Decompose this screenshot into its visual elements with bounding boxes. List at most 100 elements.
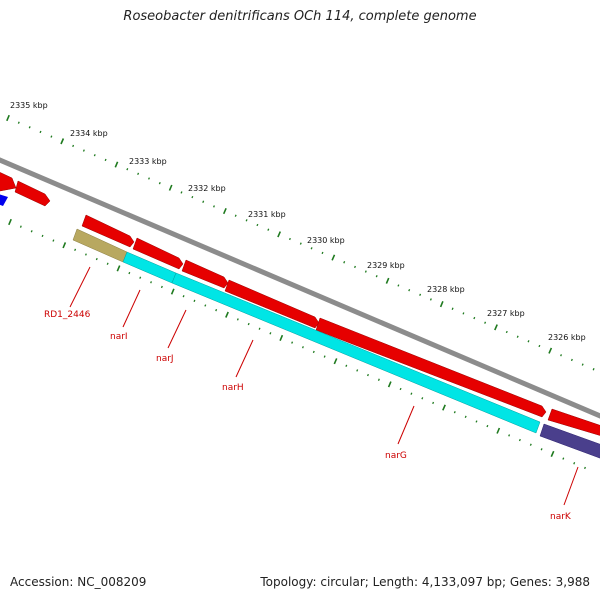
minor-tick (432, 401, 435, 405)
minor-tick (367, 373, 369, 377)
minor-tick (28, 126, 31, 129)
minor-tick (150, 281, 153, 284)
major-tick (550, 450, 555, 458)
gene-label-nari: narI (110, 332, 128, 342)
minor-tick (419, 293, 422, 296)
minor-tick (39, 130, 42, 134)
minor-tick (52, 239, 55, 242)
minor-tick (562, 457, 565, 460)
major-tick (331, 254, 336, 261)
minor-tick (560, 354, 563, 357)
major-tick (170, 288, 175, 295)
kbp-label: 2331 kbp (248, 210, 286, 219)
minor-tick (410, 392, 413, 395)
label-leader (167, 309, 187, 349)
minor-tick (267, 228, 270, 231)
map-title: Roseobacter denitrificans OCh 114, compl… (123, 9, 477, 24)
minor-tick (321, 251, 324, 255)
forward-cds (547, 408, 600, 436)
major-tick (6, 114, 10, 122)
minor-tick (527, 340, 530, 343)
major-tick (225, 311, 229, 318)
minor-tick (269, 332, 272, 335)
reverse-cds (171, 272, 541, 434)
major-tick (279, 334, 284, 342)
minor-tick (213, 205, 215, 208)
label-leader (397, 405, 415, 445)
minor-tick (84, 253, 87, 256)
minor-tick (180, 191, 183, 194)
kbp-label: 2334 kbp (70, 129, 108, 138)
forward-cds (132, 237, 184, 270)
minor-tick (291, 341, 294, 344)
minor-tick (345, 364, 348, 367)
minor-tick (74, 248, 77, 252)
minor-tick (377, 378, 380, 381)
kbp-label-group: 2335 kbp 2334 kbp 2333 kbp 2332 kbp 2331… (10, 101, 586, 342)
forward-cds (14, 180, 51, 207)
minor-tick (128, 271, 131, 275)
minor-tick (204, 304, 207, 307)
minor-tick (518, 438, 521, 442)
minor-tick (299, 242, 302, 245)
minor-tick (356, 369, 359, 372)
minor-tick (41, 234, 44, 238)
minor-tick (408, 288, 411, 292)
minor-tick (397, 284, 400, 287)
major-tick (494, 324, 498, 331)
minor-tick (93, 154, 96, 157)
major-tick (442, 404, 446, 411)
minor-tick (288, 237, 291, 241)
label-leader (122, 289, 141, 328)
gene-label-narg: narG (385, 451, 407, 461)
major-tick (8, 218, 12, 226)
minor-tick (245, 219, 248, 222)
minor-tick (95, 257, 98, 261)
outer-scale-ruler (6, 114, 595, 371)
major-tick (333, 358, 338, 365)
genome-summary-text: Topology: circular; Length: 4,133,097 bp… (260, 575, 590, 589)
major-tick (496, 427, 501, 434)
minor-tick (364, 270, 367, 273)
minor-tick (475, 420, 478, 423)
minor-tick (50, 135, 53, 138)
major-tick (116, 265, 121, 272)
gene-label-lines (69, 266, 579, 506)
kbp-label: 2328 kbp (427, 285, 465, 294)
minor-tick (312, 350, 315, 354)
blue-feature (0, 194, 8, 206)
minor-tick (354, 265, 356, 269)
minor-tick (247, 322, 250, 326)
minor-tick (486, 424, 489, 428)
minor-tick (202, 200, 205, 203)
minor-tick (148, 177, 150, 180)
minor-tick (139, 276, 142, 279)
kbp-label: 2329 kbp (367, 261, 405, 270)
major-tick (439, 300, 444, 308)
major-tick (385, 277, 390, 284)
major-tick (548, 347, 553, 354)
minor-tick (573, 462, 576, 465)
forward-cds (0, 172, 17, 192)
minor-tick (323, 355, 326, 358)
minor-tick (592, 368, 595, 371)
minor-tick (158, 181, 161, 185)
gene-label-narh: narH (222, 383, 244, 393)
kbp-label: 2327 kbp (487, 309, 525, 318)
minor-tick (215, 308, 218, 312)
minor-tick (82, 149, 85, 152)
minor-tick (529, 443, 532, 446)
minor-tick (17, 121, 20, 124)
minor-tick (375, 275, 378, 278)
minor-tick (104, 158, 107, 162)
minor-tick (30, 230, 33, 233)
kbp-label: 2333 kbp (129, 157, 167, 166)
major-tick (114, 161, 119, 168)
minor-tick (462, 312, 465, 315)
gene-label-rd1-2446: RD1_2446 (44, 310, 91, 320)
minor-tick (505, 330, 508, 334)
major-tick (60, 138, 65, 145)
reverse-strand-features (0, 194, 600, 459)
minor-tick (106, 262, 109, 265)
